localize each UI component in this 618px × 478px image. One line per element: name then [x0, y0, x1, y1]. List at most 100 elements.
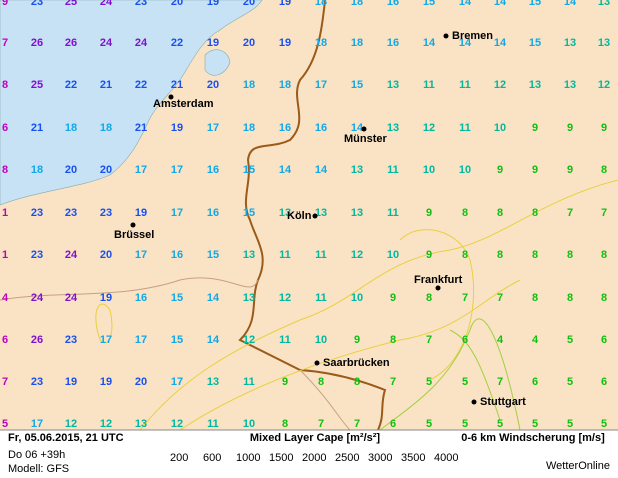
shear-value: 9: [426, 249, 432, 261]
shear-value: 24: [65, 292, 78, 304]
shear-value: 16: [279, 122, 291, 134]
shear-value: 22: [65, 79, 77, 91]
shear-value: 5: [426, 418, 432, 430]
shear-value: 7: [318, 418, 324, 430]
shear-value: 6: [601, 376, 607, 388]
shear-value: 16: [387, 0, 399, 8]
shear-value: 17: [100, 334, 112, 346]
shear-value: 7: [601, 207, 607, 219]
shear-value: 6: [390, 418, 396, 430]
shear-value: 14: [207, 292, 220, 304]
shear-value: 5: [462, 418, 468, 430]
shear-value: 7: [567, 207, 573, 219]
shear-value: 18: [100, 122, 112, 134]
city-label: Brüssel: [114, 229, 154, 241]
shear-value: 13: [243, 292, 255, 304]
shear-value: 20: [207, 79, 219, 91]
shear-value: 24: [65, 249, 78, 261]
shear-value: 8: [318, 376, 324, 388]
shear-value: 17: [31, 418, 43, 430]
lake: [204, 49, 231, 76]
shear-value: 19: [279, 0, 291, 8]
shear-value: 12: [100, 418, 112, 430]
shear-value: 19: [65, 376, 77, 388]
run: Do 06 +39h: [8, 449, 65, 461]
shear-value: 6: [2, 334, 8, 346]
shear-value: 7: [2, 37, 8, 49]
shear-value: 12: [351, 249, 363, 261]
model: Modell: GFS: [8, 463, 69, 475]
shear-value: 23: [100, 207, 112, 219]
shear-value: 14: [315, 164, 328, 176]
shear-value: 13: [243, 249, 255, 261]
shear-value: 13: [387, 79, 399, 91]
shear-value: 12: [279, 292, 291, 304]
shear-value: 14: [423, 37, 436, 49]
city-dot: [471, 399, 477, 405]
shear-value: 20: [243, 37, 255, 49]
shear-value: 8: [532, 207, 538, 219]
shear-value: 11: [387, 207, 399, 219]
shear-value: 5: [567, 418, 573, 430]
datetime: Fr, 05.06.2015, 21 UTC: [8, 432, 124, 444]
shear-value: 12: [423, 122, 435, 134]
shear-value: 23: [31, 207, 43, 219]
shear-value: 10: [459, 164, 471, 176]
shear-value: 14: [459, 0, 472, 8]
shear-value: 1: [2, 249, 8, 261]
city-dot: [168, 94, 174, 100]
shear-value: 12: [598, 79, 610, 91]
shear-value: 21: [171, 79, 183, 91]
shear-value: 15: [243, 164, 255, 176]
shear-value: 5: [532, 418, 538, 430]
shear-value: 17: [171, 376, 183, 388]
shear-value: 10: [315, 334, 327, 346]
shear-value: 7: [390, 376, 396, 388]
cape-contour: [379, 318, 521, 431]
shear-value: 26: [31, 37, 43, 49]
shear-value: 20: [100, 164, 112, 176]
shear-value: 17: [315, 79, 327, 91]
shear-value: 23: [31, 249, 43, 261]
shear-value: 19: [100, 292, 112, 304]
shear-value: 14: [207, 334, 220, 346]
city-label: Amsterdam: [153, 98, 214, 110]
shear-value: 23: [31, 0, 43, 8]
shear-value: 11: [387, 164, 399, 176]
shear-value: 24: [31, 292, 44, 304]
shear-value: 10: [423, 164, 435, 176]
shear-value: 15: [351, 79, 363, 91]
shear-value: 18: [31, 164, 43, 176]
shear-value: 14: [351, 122, 364, 134]
shear-value: 18: [65, 122, 77, 134]
shear-value: 13: [351, 207, 363, 219]
shear-value: 18: [315, 0, 327, 8]
shear-value: 12: [171, 418, 183, 430]
shear-value: 7: [462, 292, 468, 304]
shear-value: 11: [279, 249, 291, 261]
shear-value: 19: [279, 37, 291, 49]
shear-value: 19: [207, 37, 219, 49]
shear-title: 0-6 km Windscherung [m/s]: [461, 432, 605, 444]
shear-value: 18: [279, 79, 291, 91]
shear-value: 18: [315, 37, 327, 49]
shear-value: 19: [207, 0, 219, 8]
city-label: Stuttgart: [480, 396, 526, 408]
shear-value: 11: [423, 79, 435, 91]
shear-value: 16: [207, 207, 219, 219]
shear-value: 11: [315, 292, 327, 304]
shear-value: 13: [207, 376, 219, 388]
shear-value: 21: [135, 122, 147, 134]
cape-legend-value: 600: [203, 452, 221, 464]
shear-value: 9: [497, 164, 503, 176]
shear-value: 19: [171, 122, 183, 134]
shear-value: 19: [100, 376, 112, 388]
shear-value: 15: [423, 0, 435, 8]
shear-value: 10: [494, 122, 506, 134]
cape-legend-value: 4000: [434, 452, 458, 464]
shear-value: 17: [171, 207, 183, 219]
shear-value: 20: [65, 164, 77, 176]
shear-value: 16: [315, 122, 327, 134]
shear-value: 4: [497, 334, 504, 346]
